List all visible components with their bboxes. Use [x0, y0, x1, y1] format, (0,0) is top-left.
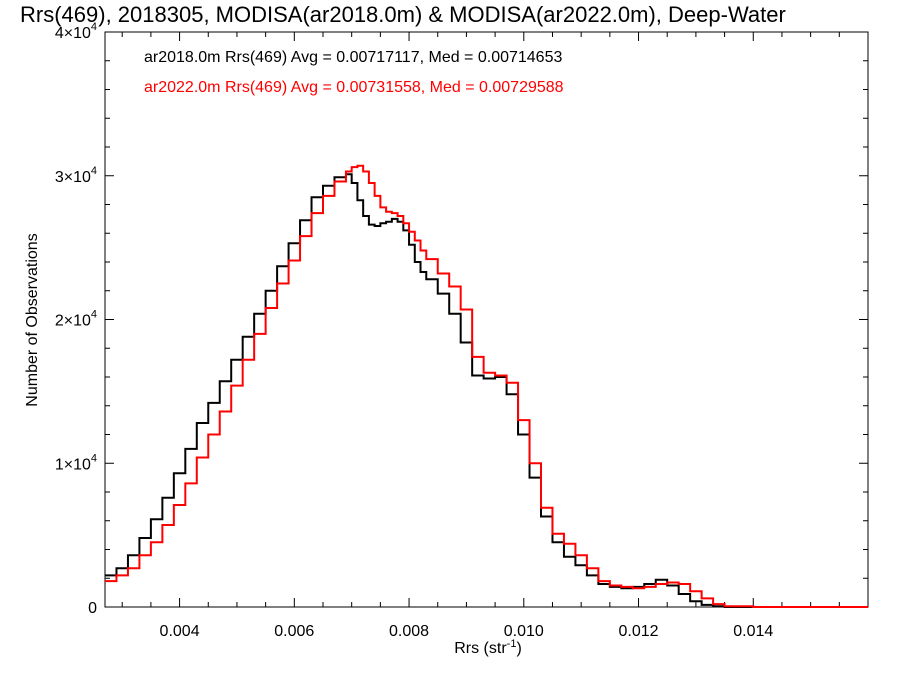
legend-entry-ar2018: ar2018.0m Rrs(469) Avg = 0.00717117, Med… — [144, 49, 562, 66]
y-axis-label: Number of Observations — [24, 233, 41, 406]
y-tick-exponent: 4 — [91, 452, 97, 464]
y-tick-label: 0 — [88, 600, 97, 617]
y-tick-label: 4×104 — [55, 21, 97, 42]
y-tick-mantissa: 2×10 — [55, 313, 91, 330]
y-tick-mantissa: 1×10 — [55, 456, 91, 473]
plot-frame — [104, 31, 869, 608]
x-tick-label: 0.008 — [389, 623, 429, 640]
x-tick-label: 0.006 — [274, 623, 314, 640]
y-tick-mantissa: 0 — [88, 600, 97, 617]
y-tick-exponent: 4 — [91, 165, 97, 177]
series-line-ar2018.0m — [105, 173, 868, 608]
y-tick-exponent: 4 — [91, 309, 97, 321]
x-axis-label-suffix: ) — [516, 640, 521, 657]
x-tick-label: 0.012 — [619, 623, 659, 640]
x-axis-label: Rrs (str-1) — [454, 638, 522, 657]
y-tick-label: 1×104 — [55, 452, 97, 473]
legend-entry-ar2022: ar2022.0m Rrs(469) Avg = 0.00731558, Med… — [144, 79, 564, 96]
x-axis-ticks: 0.004 0.006 0.008 0.010 0.012 0.014 — [121, 32, 840, 640]
series-layer — [105, 164, 868, 608]
chart-title: Rrs(469), 2018305, MODISA(ar2018.0m) & M… — [20, 2, 786, 27]
y-tick-exponent: 4 — [91, 21, 97, 33]
y-tick-mantissa: 3×10 — [55, 169, 91, 186]
x-tick-label: 0.010 — [504, 623, 544, 640]
x-axis-label-superscript: -1 — [507, 638, 517, 650]
x-tick-label: 0.004 — [160, 623, 200, 640]
x-tick-label: 0.014 — [733, 623, 773, 640]
y-tick-mantissa: 4×10 — [55, 25, 91, 42]
y-tick-label: 3×104 — [55, 165, 97, 186]
series-line-ar2022.0m — [105, 164, 868, 608]
y-tick-label: 2×104 — [55, 309, 97, 330]
x-axis-label-main: Rrs (str — [454, 640, 507, 657]
